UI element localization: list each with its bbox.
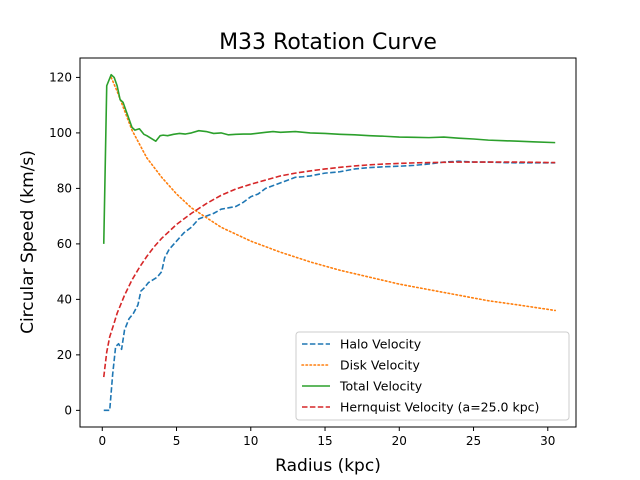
plot-frame xyxy=(79,57,577,428)
x-tick-label: 5 xyxy=(173,434,181,448)
series-line-1 xyxy=(103,160,556,412)
legend: Halo Velocity Disk Velocity Total Velocity… xyxy=(295,331,570,421)
series-line-2 xyxy=(110,76,557,312)
y-axis-ticks: 0 20 40 60 80 100 120 xyxy=(49,70,80,417)
y-tick-label: 120 xyxy=(49,70,72,84)
y-tick-label: 40 xyxy=(57,292,72,306)
y-tick-label: 0 xyxy=(64,403,72,417)
legend-label-1: Halo Velocity xyxy=(340,337,422,352)
y-axis-label: Circular Speed (km/s) xyxy=(18,150,38,334)
y-tick-label: 100 xyxy=(49,126,72,140)
series-line-3 xyxy=(102,73,556,244)
x-tick-label: 20 xyxy=(392,434,407,448)
y-tick-label: 80 xyxy=(57,181,72,195)
x-tick-label: 10 xyxy=(243,434,258,448)
x-tick-label: 30 xyxy=(540,434,555,448)
x-axis-ticks: 0 5 10 15 20 25 30 xyxy=(98,427,555,448)
legend-label-2: Disk Velocity xyxy=(340,358,420,373)
series-line-4 xyxy=(102,161,556,378)
x-tick-label: 15 xyxy=(317,434,332,448)
legend-label-3: Total Velocity xyxy=(339,379,423,394)
x-tick-label: 0 xyxy=(98,434,106,448)
chart-title: M33 Rotation Curve xyxy=(219,30,437,55)
y-tick-label: 20 xyxy=(57,348,72,362)
x-axis-label: Radius (kpc) xyxy=(275,456,381,476)
legend-box xyxy=(295,331,570,421)
legend-label-4: Hernquist Velocity (a=25.0 kpc) xyxy=(340,400,539,415)
y-tick-label: 60 xyxy=(57,237,72,251)
x-tick-label: 25 xyxy=(466,434,481,448)
series-layer xyxy=(102,73,557,412)
